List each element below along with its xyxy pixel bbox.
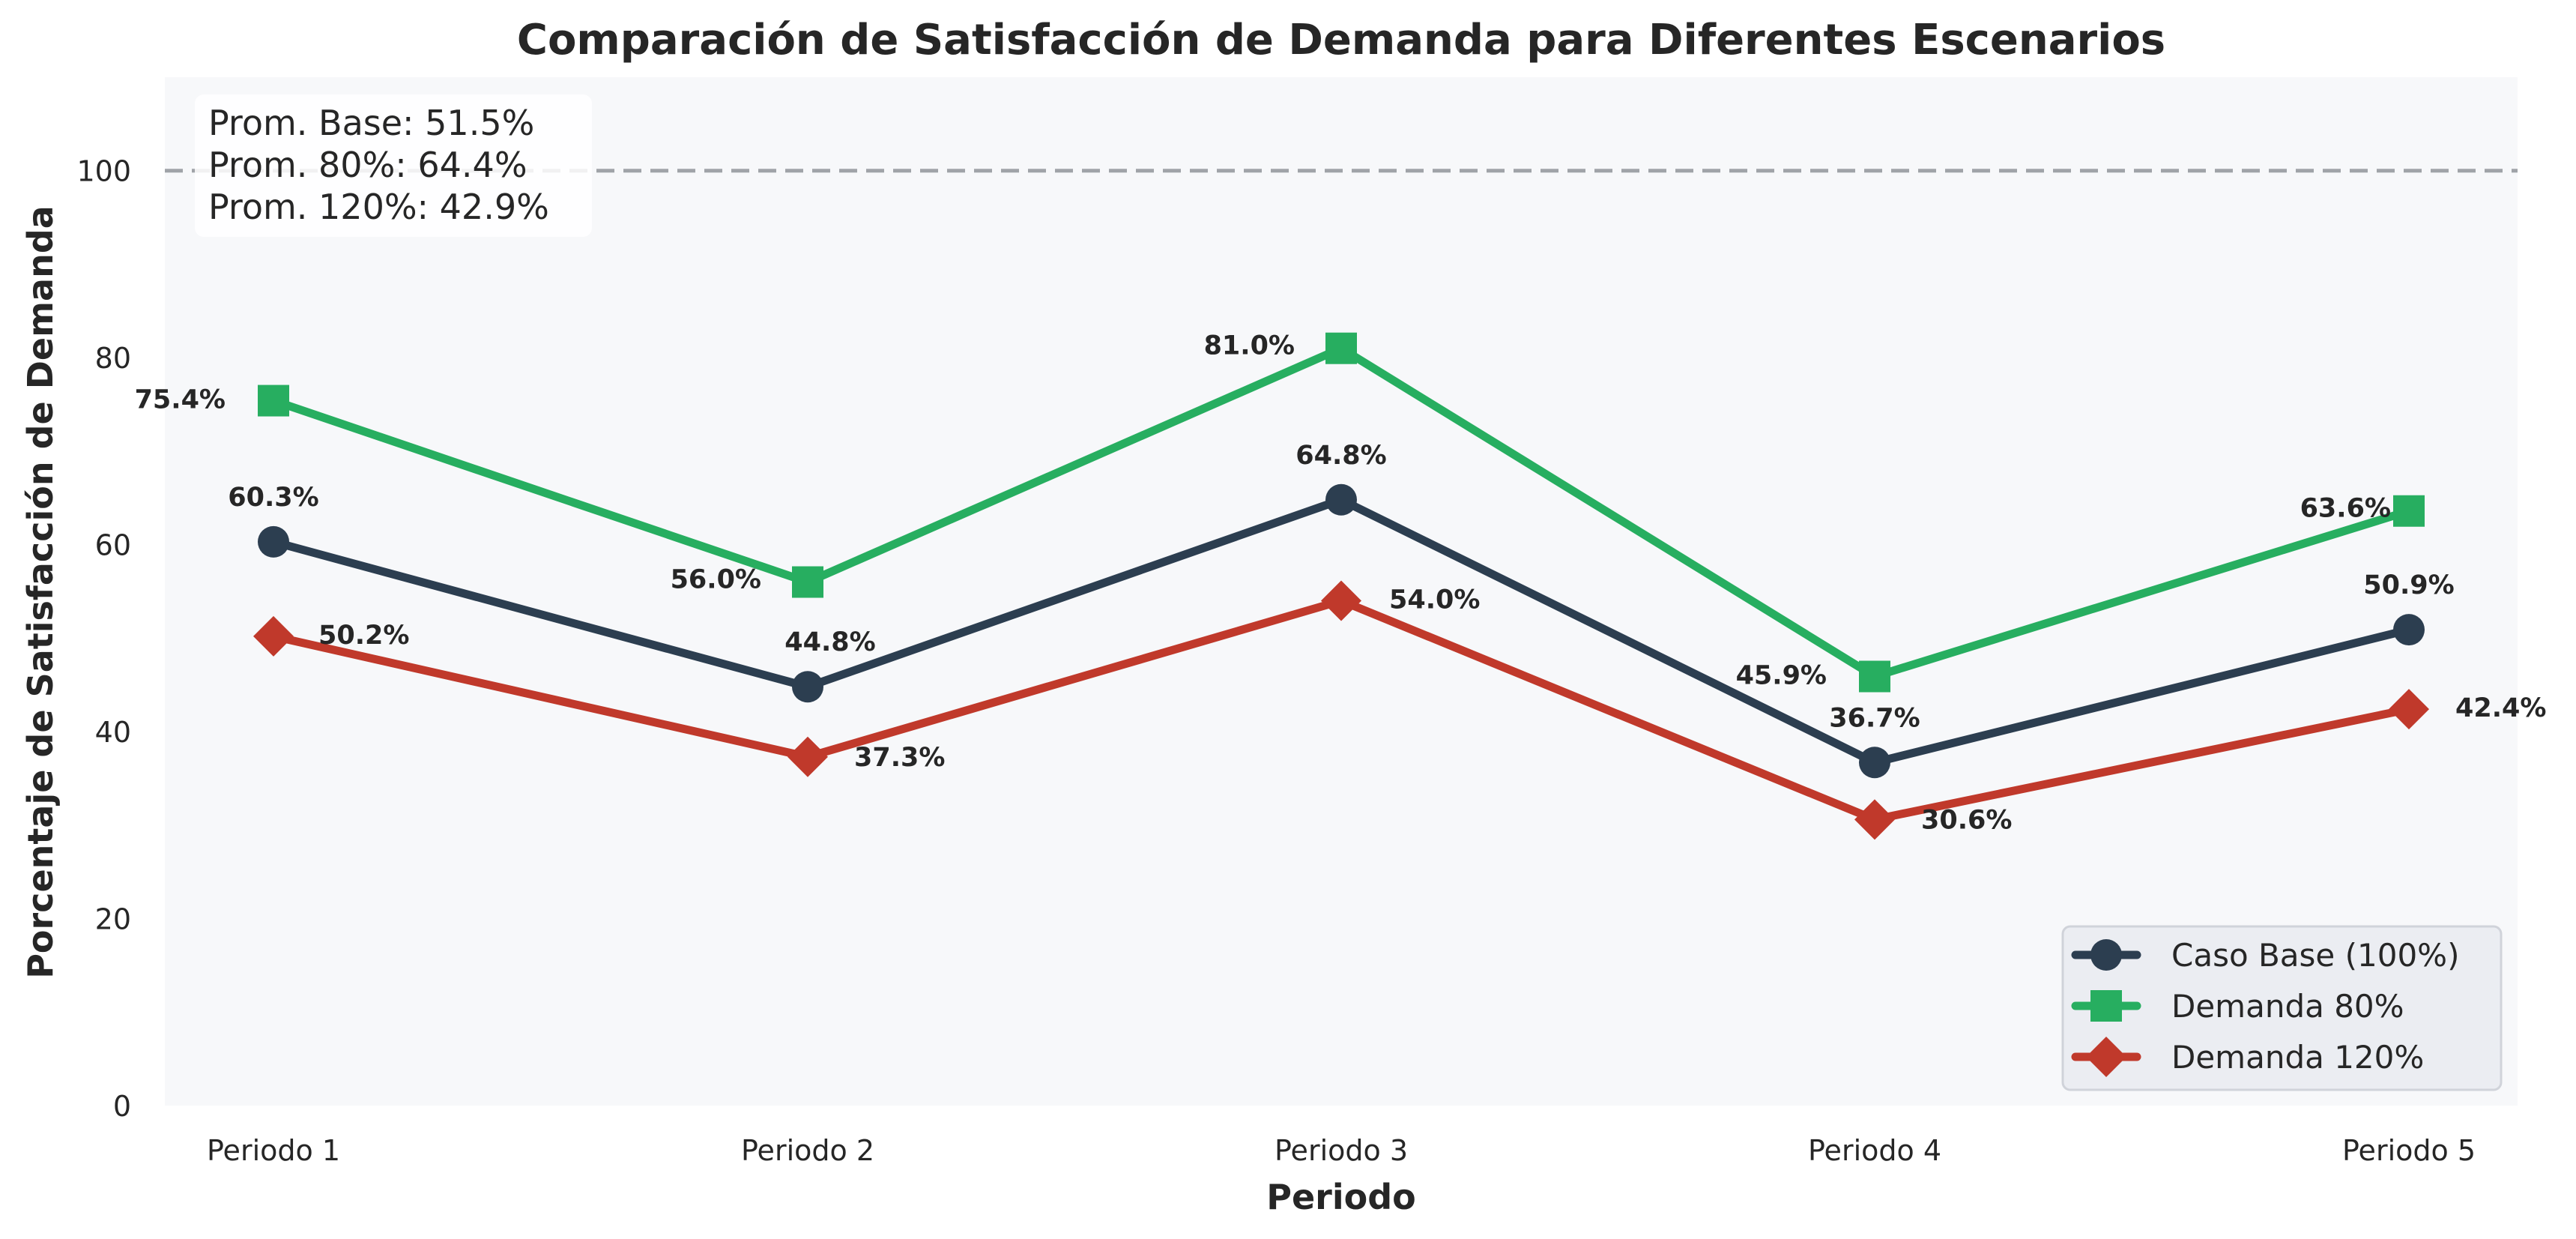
stats-line-120: Prom. 120%: 42.9%: [208, 187, 549, 227]
y-tick-label: 0: [113, 1090, 131, 1123]
data-label: 45.9%: [1736, 661, 1827, 691]
data-label: 81.0%: [1204, 331, 1295, 361]
y-tick-label: 100: [76, 155, 131, 188]
data-label: 75.4%: [135, 385, 226, 415]
data-label: 64.8%: [1295, 441, 1386, 471]
series-marker: [258, 385, 289, 417]
data-label: 60.3%: [228, 483, 318, 513]
data-label: 42.4%: [2455, 693, 2546, 723]
legend-label: Demanda 80%: [2171, 988, 2404, 1025]
legend-label: Demanda 120%: [2171, 1039, 2424, 1076]
series-marker: [1325, 332, 1357, 364]
series-marker: [258, 525, 289, 558]
data-label: 54.0%: [1389, 585, 1480, 615]
series-marker: [1325, 483, 1357, 516]
series-marker: [787, 736, 828, 777]
legend-marker: [2090, 990, 2122, 1022]
series-marker: [1859, 747, 1890, 779]
stats-box: Prom. Base: 51.5% Prom. 80%: 64.4% Prom.…: [195, 94, 592, 237]
y-axis-label: Porcentaje de Satisfacción de Demanda: [20, 205, 61, 979]
series-marker: [1321, 580, 1361, 621]
x-tick-label: Periodo 2: [741, 1134, 874, 1167]
legend: Caso Base (100%) Demanda 80% Demanda 120%: [2061, 925, 2503, 1091]
data-label: 50.2%: [318, 621, 409, 651]
series-marker: [253, 615, 294, 657]
y-axis-ticks: 0 20 40 60 80 100: [76, 155, 131, 1123]
x-tick-label: Periodo 3: [1275, 1134, 1408, 1167]
stats-line-80: Prom. 80%: 64.4%: [208, 145, 527, 185]
series-marker: [2389, 689, 2429, 730]
data-label: 44.8%: [784, 627, 875, 657]
x-tick-label: Periodo 1: [207, 1134, 340, 1167]
data-label: 37.3%: [854, 743, 945, 773]
data-label: 63.6%: [2300, 494, 2391, 524]
stats-line-base: Prom. Base: 51.5%: [208, 103, 534, 143]
stats-box-background: [195, 94, 592, 237]
y-tick-label: 40: [95, 716, 131, 749]
y-tick-label: 20: [95, 903, 131, 936]
legend-box: [2061, 925, 2503, 1091]
series-marker: [2393, 614, 2425, 646]
data-label: 50.9%: [2363, 570, 2454, 600]
y-tick-label: 80: [95, 342, 131, 375]
x-axis-label: Periodo: [1266, 1177, 1416, 1217]
series-marker: [792, 566, 823, 598]
series-marker: [2393, 495, 2425, 527]
x-tick-label: Periodo 5: [2342, 1134, 2476, 1167]
series-marker: [1854, 799, 1895, 840]
legend-marker: [2086, 1037, 2126, 1077]
data-label: 30.6%: [1921, 805, 2012, 835]
legend-marker: [2090, 939, 2122, 971]
series-marker: [792, 671, 823, 703]
legend-label: Caso Base (100%): [2171, 937, 2459, 974]
chart-title: Comparación de Satisfacción de Demanda p…: [517, 16, 2165, 64]
x-axis-ticks: Periodo 1 Periodo 2 Periodo 3 Periodo 4 Peri…: [207, 1134, 2476, 1167]
series-marker: [1859, 660, 1890, 693]
y-tick-label: 60: [95, 529, 131, 562]
data-label: 56.0%: [671, 565, 761, 595]
data-label: 36.7%: [1829, 703, 1920, 733]
data-labels-layer: 60.3% 44.8% 64.8% 36.7% 50.9% 75.4% 56.0% 81.0%…: [135, 331, 2547, 836]
series-layer: [253, 332, 2429, 840]
x-tick-label: Periodo 4: [1808, 1134, 1941, 1167]
